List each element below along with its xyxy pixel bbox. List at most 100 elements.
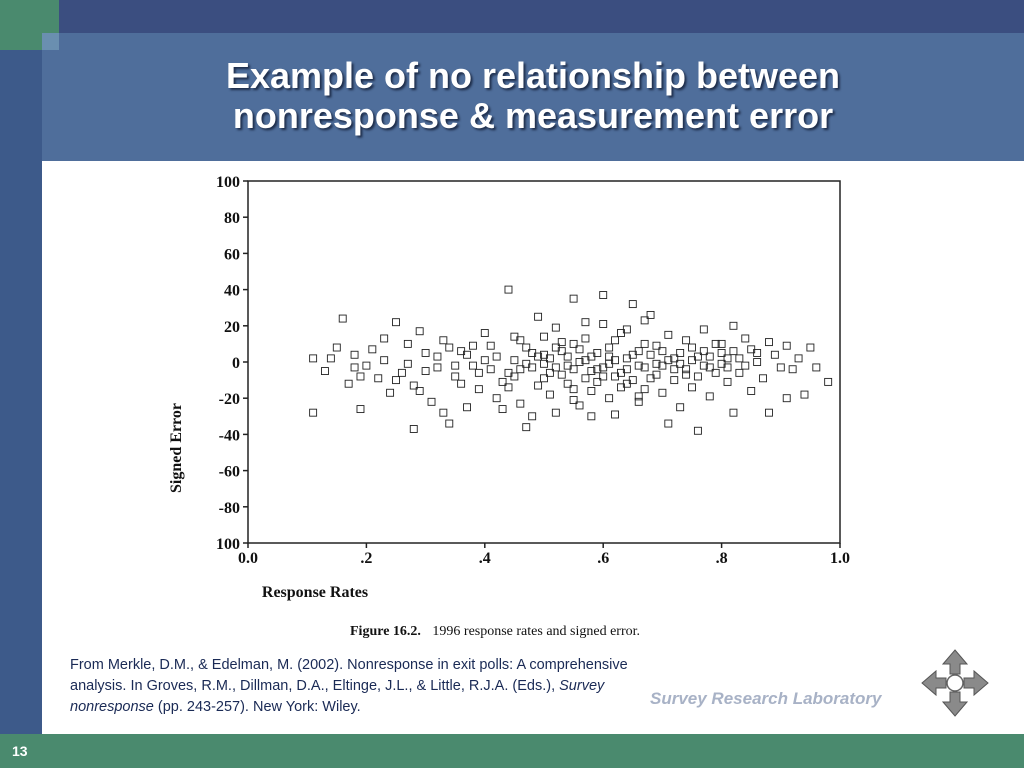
bottom-bar: [0, 734, 1024, 768]
data-point: [540, 359, 548, 368]
data-point: [599, 320, 608, 328]
data-point: [693, 372, 702, 381]
data-point: [528, 412, 537, 421]
title-panel: [42, 33, 1024, 161]
data-point: [682, 370, 691, 379]
y-tick-label: -40: [219, 427, 240, 444]
data-point: [640, 316, 649, 325]
data-point: [581, 374, 590, 383]
data-point: [557, 370, 566, 379]
data-point: [670, 354, 679, 363]
data-point: [534, 312, 543, 321]
data-point: [492, 352, 501, 361]
slide-title: Example of no relationship between nonre…: [42, 56, 1024, 136]
data-point: [575, 358, 584, 366]
data-point: [634, 397, 643, 406]
data-point: [664, 419, 673, 428]
left-sidebar-bar: [0, 50, 42, 734]
data-point: [723, 363, 732, 372]
data-point: [415, 387, 424, 395]
data-point: [380, 356, 389, 365]
data-point: [676, 348, 685, 357]
data-point: [534, 381, 543, 390]
data-point: [344, 379, 353, 388]
slide-number: 13: [12, 743, 28, 759]
data-point: [451, 361, 460, 370]
data-point: [676, 359, 685, 368]
x-tick-label: 0.0: [238, 550, 258, 567]
data-point: [634, 392, 643, 401]
y-axis-label: Signed Error: [168, 403, 185, 493]
data-point: [664, 356, 673, 365]
data-point: [788, 365, 797, 374]
data-point: [581, 356, 590, 365]
y-tick-label: -20: [219, 391, 240, 408]
x-tick-label: .8: [716, 550, 728, 567]
data-point: [646, 310, 655, 319]
data-point: [581, 334, 590, 343]
data-point: [723, 354, 732, 363]
data-point: [753, 348, 762, 357]
data-point: [705, 352, 714, 361]
data-point: [403, 359, 412, 368]
y-tick-label: -80: [219, 500, 240, 517]
data-point: [628, 300, 637, 309]
data-point: [617, 383, 625, 392]
data-point: [729, 321, 738, 330]
data-point: [782, 394, 791, 403]
data-point: [451, 372, 460, 381]
x-tick-label: .2: [360, 550, 372, 567]
data-point: [368, 345, 377, 354]
corner-accent-teal: [42, 33, 59, 50]
citation: From Merkle, D.M., & Edelman, M. (2002).…: [70, 655, 640, 718]
data-point: [735, 368, 744, 377]
data-point: [581, 318, 590, 327]
data-point: [392, 318, 400, 327]
data-point: [439, 336, 448, 345]
data-point: [646, 350, 655, 359]
data-point: [569, 385, 578, 394]
citation-book-title: Survey nonresponse: [70, 678, 605, 715]
data-point: [551, 343, 560, 352]
data-point: [386, 388, 395, 397]
data-point: [498, 405, 507, 414]
data-point: [332, 343, 341, 352]
data-point: [688, 343, 696, 352]
data-point: [765, 338, 773, 347]
data-point: [652, 370, 661, 379]
data-point: [622, 365, 631, 374]
y-tick-label: 40: [224, 283, 240, 300]
x-tick-label: .4: [479, 550, 491, 567]
data-point: [729, 347, 738, 356]
data-point: [421, 348, 430, 357]
data-point: [682, 336, 691, 345]
data-point: [469, 341, 477, 350]
figure-caption-text: 1996 response rates and signed error.: [432, 624, 640, 639]
slide-title-line-1: Example of no relationship between: [225, 55, 841, 96]
data-point: [474, 368, 483, 377]
data-point: [409, 425, 418, 433]
data-point: [421, 367, 430, 376]
data-point: [693, 426, 702, 435]
data-point: [622, 325, 631, 334]
data-point: [640, 385, 649, 394]
data-point: [575, 345, 584, 354]
data-point: [516, 336, 525, 345]
data-point: [676, 403, 685, 412]
data-point: [599, 372, 608, 381]
data-point: [350, 350, 359, 359]
data-point: [569, 396, 578, 404]
data-point: [433, 363, 442, 372]
data-point: [599, 291, 608, 299]
data-point: [705, 392, 714, 401]
data-point: [397, 368, 406, 377]
data-point: [492, 394, 501, 403]
data-point: [551, 363, 560, 372]
y-tick-label: 100: [216, 174, 240, 191]
data-point: [794, 354, 803, 363]
data-point: [439, 408, 448, 417]
data-point: [729, 408, 738, 417]
data-point: [374, 374, 383, 383]
data-point: [664, 330, 673, 339]
